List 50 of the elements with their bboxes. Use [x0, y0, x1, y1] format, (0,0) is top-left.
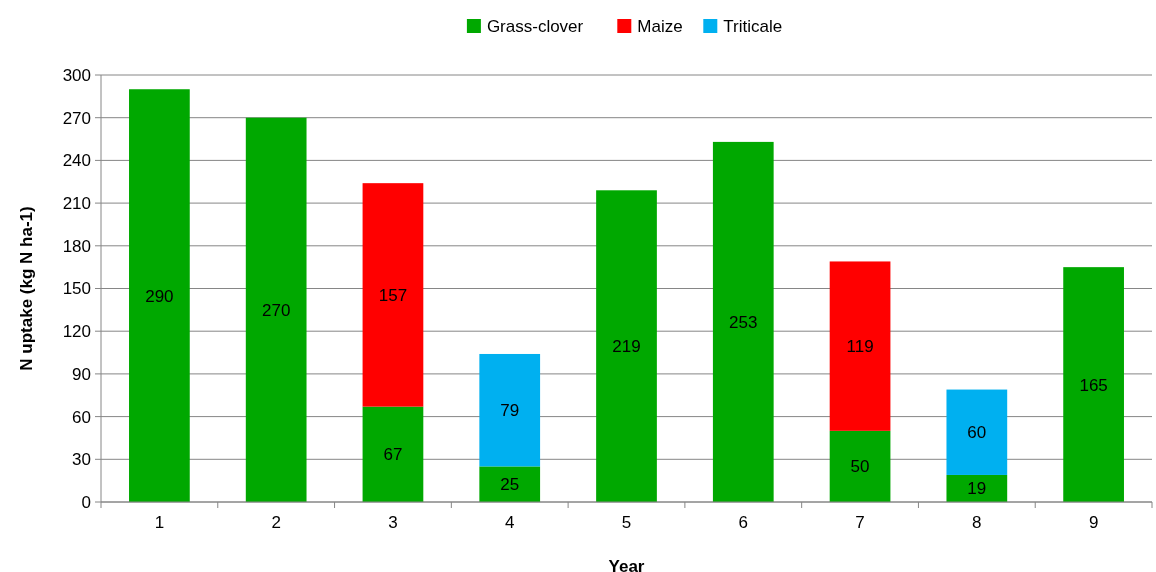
bar — [712, 141, 774, 502]
bar — [1063, 267, 1124, 502]
y-tick-label: 60 — [72, 407, 91, 427]
bar — [829, 261, 891, 431]
y-tick-label: 180 — [62, 236, 91, 256]
data-label: 157 — [378, 285, 408, 305]
x-tick-label: 4 — [504, 513, 515, 532]
y-tick-label: 300 — [62, 65, 91, 85]
y-tick-label: 30 — [72, 450, 91, 470]
data-label: 25 — [500, 475, 520, 495]
y-tick-label: 90 — [72, 364, 91, 384]
legend-label: Maize — [637, 16, 683, 36]
data-label: 219 — [612, 337, 641, 357]
bar — [245, 117, 307, 502]
y-tick-label: 210 — [62, 194, 91, 214]
x-tick-label: 8 — [972, 513, 982, 532]
y-tick-label: 270 — [62, 108, 91, 128]
legend-label: Triticale — [723, 16, 783, 36]
x-tick-label: 2 — [271, 513, 281, 532]
x-tick-label: 5 — [621, 513, 632, 532]
bar — [829, 430, 891, 502]
legend-label: Grass-clover — [486, 16, 584, 36]
data-label: 165 — [1079, 375, 1108, 395]
x-tick-label: 6 — [738, 513, 749, 532]
x-axis-title: Year — [608, 557, 645, 572]
bar — [479, 466, 541, 502]
data-label: 270 — [261, 300, 291, 320]
bar — [129, 89, 190, 502]
data-label: 290 — [145, 286, 174, 306]
x-tick-label: 3 — [388, 513, 398, 532]
data-label: 253 — [729, 312, 758, 332]
bar — [946, 389, 1008, 475]
data-label: 19 — [967, 479, 987, 499]
data-label: 79 — [500, 401, 520, 421]
bar — [362, 183, 424, 407]
y-tick-label: 120 — [62, 322, 91, 342]
bar — [362, 406, 424, 502]
data-label: 60 — [967, 423, 987, 443]
y-tick-label: 240 — [62, 151, 91, 171]
y-axis-title: N uptake (kg N ha-1) — [17, 206, 36, 371]
data-label: 50 — [850, 457, 870, 477]
data-label: 67 — [383, 445, 403, 465]
x-tick-label: 1 — [154, 513, 165, 532]
y-tick-label: 0 — [81, 492, 91, 512]
x-tick-label: 7 — [855, 513, 865, 532]
data-label: 119 — [846, 337, 874, 357]
y-tick-label: 150 — [62, 279, 91, 299]
bar — [479, 353, 541, 467]
bar — [596, 190, 657, 502]
x-tick-label: 9 — [1088, 513, 1099, 532]
